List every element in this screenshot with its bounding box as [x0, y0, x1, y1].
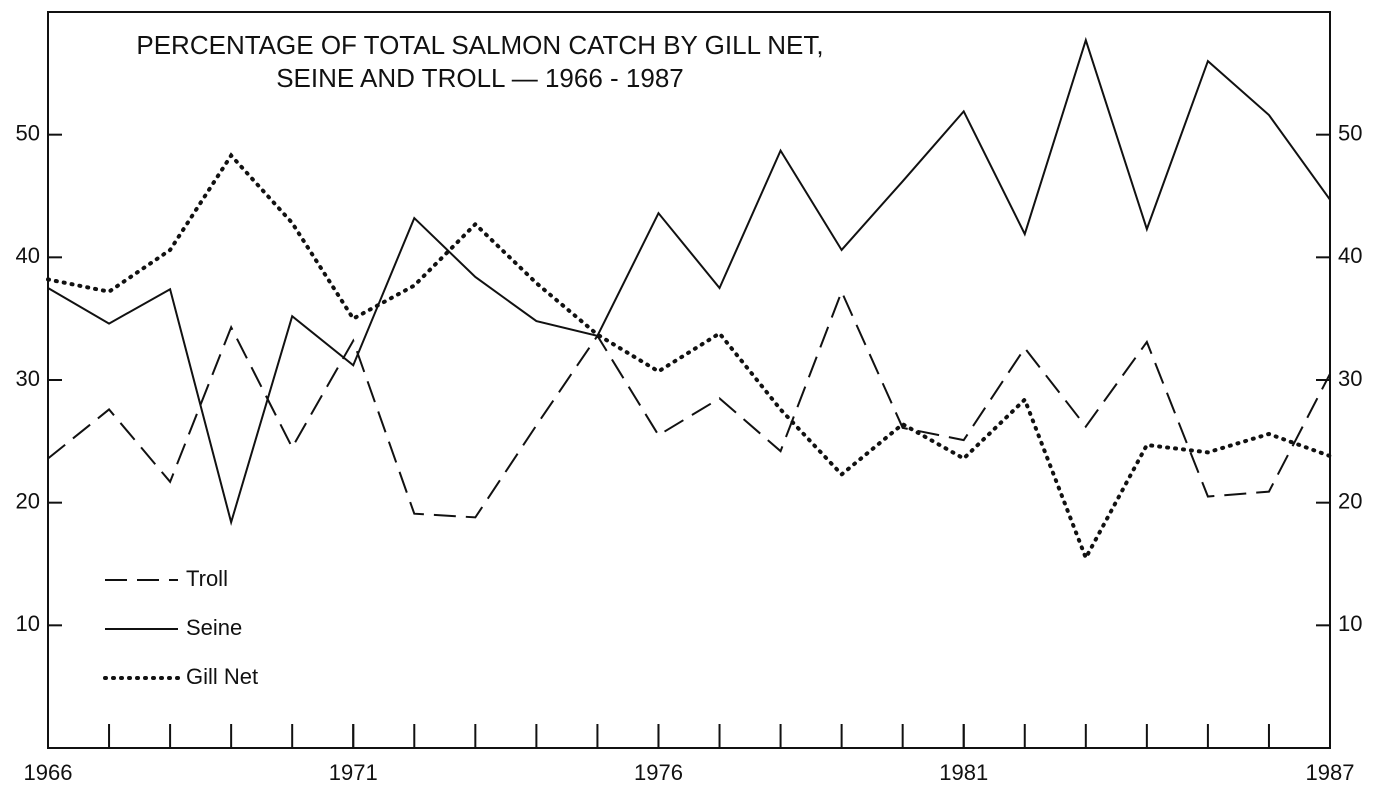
- y2-tick-label: 20: [1338, 488, 1362, 513]
- y-tick-label: 10: [16, 611, 40, 636]
- legend-label: Seine: [186, 615, 242, 640]
- chart-title: SEINE AND TROLL — 1966 - 1987: [276, 63, 684, 93]
- x-tick-label: 1987: [1306, 760, 1355, 785]
- series-line: [47, 36, 1331, 527]
- y-tick-label: 30: [16, 366, 40, 391]
- x-tick-label: 1981: [939, 760, 988, 785]
- y-tick-label: 50: [16, 120, 40, 145]
- x-tick-label: 1976: [634, 760, 683, 785]
- x-tick-label: 1966: [24, 760, 73, 785]
- legend-label: Troll: [186, 566, 228, 591]
- y2-tick-label: 30: [1338, 366, 1362, 391]
- series-line: [47, 289, 1331, 519]
- y2-tick-label: 50: [1338, 120, 1362, 145]
- series-line: [46, 152, 1332, 563]
- chart-title: PERCENTAGE OF TOTAL SALMON CATCH BY GILL…: [136, 30, 823, 60]
- legend-label: Gill Net: [186, 664, 258, 689]
- y-tick-label: 40: [16, 243, 40, 268]
- y2-tick-label: 10: [1338, 611, 1362, 636]
- y2-tick-label: 40: [1338, 243, 1362, 268]
- x-tick-label: 1971: [329, 760, 378, 785]
- y-tick-label: 20: [16, 488, 40, 513]
